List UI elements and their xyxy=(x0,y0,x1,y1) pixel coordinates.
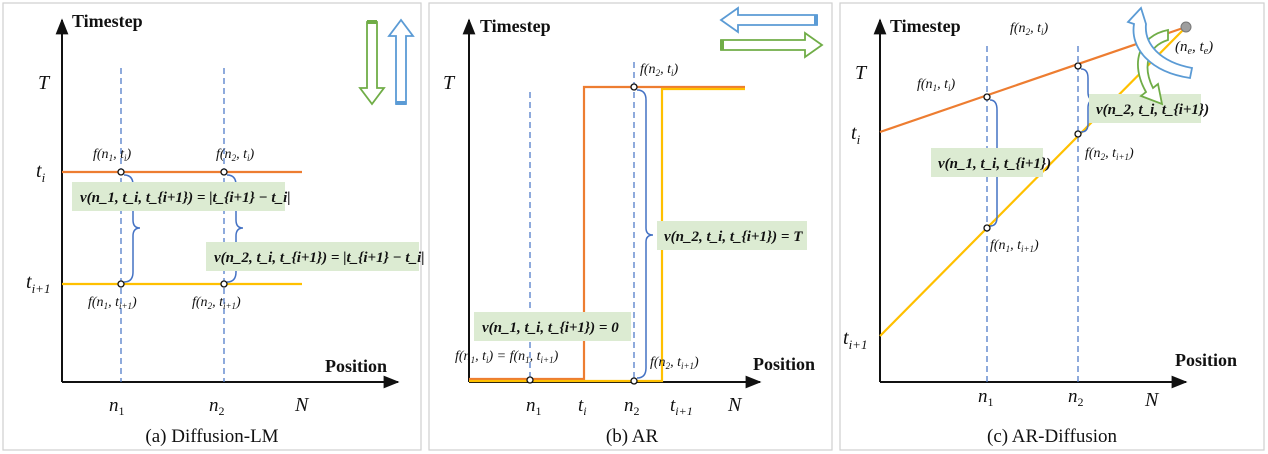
panel-c-point-n2-ti1 xyxy=(1074,130,1082,138)
panel-c-curved-blue-arrow-icon xyxy=(1126,6,1194,80)
panel-a-down-arrow-cap xyxy=(367,20,377,24)
panel-c-caption: (c) AR-Diffusion xyxy=(987,426,1117,447)
panel-c-point-n1-ti1 xyxy=(983,224,991,232)
panel-a-up-arrow-icon xyxy=(387,18,415,105)
panel-c-xlabel: Position xyxy=(1175,350,1237,370)
panel-a-eq2: v(n_2, t_i, t_{i+1}) = |t_{i+1} − t_i| xyxy=(214,250,425,266)
panel-b-caption: (b) AR xyxy=(606,426,659,447)
panel-b-point-n2-ti1 xyxy=(630,377,638,385)
panel-c-eq2-box xyxy=(1089,94,1201,123)
panel-a-point-n2-ti xyxy=(220,168,228,176)
panel-a-up-arrow-cap xyxy=(396,101,406,105)
panel-a-down-arrow-icon xyxy=(358,21,386,106)
panel-a-eq1-box xyxy=(72,182,285,211)
panel-b-point-n1 xyxy=(526,376,534,384)
panel-c: Timestep Position T ti ti+1 n1 n2 N f(n2… xyxy=(839,2,1265,451)
panel-a-xlabel: Position xyxy=(325,356,387,376)
panel-b-label-f-n2-ti: f(n2, ti) xyxy=(640,62,678,78)
panel-a-ytick-T: T xyxy=(38,72,51,94)
panel-b-ytick-T: T xyxy=(443,72,456,94)
panel-c-eq1-box xyxy=(931,148,1043,177)
panel-c-point-end xyxy=(1180,21,1192,33)
panel-c-eq2: v(n_2, t_i, t_{i+1}) xyxy=(1096,102,1209,118)
panel-c-point-n1-ti xyxy=(983,93,991,101)
panel-b-ylabel: Timestep xyxy=(480,16,551,36)
panel-a-caption: (a) Diffusion-LM xyxy=(145,426,278,447)
panel-b-left-arrow-icon xyxy=(719,6,818,34)
panel-c-line-ti xyxy=(879,25,1187,134)
panel-a-border xyxy=(2,2,422,451)
panel-b-eq1-box xyxy=(474,312,631,341)
panel-b-point-n2-ti xyxy=(630,83,638,91)
panel-b-eq2-box xyxy=(657,221,807,250)
panel-a-brace-n2 xyxy=(226,174,244,283)
panel-b-xlabel: Position xyxy=(753,354,815,374)
panel-b-eq2: v(n_2, t_i, t_{i+1}) = T xyxy=(664,229,803,245)
panel-b-right-arrow-cap xyxy=(720,40,724,50)
panel-c-label-f-n1-ti: f(n1, ti) xyxy=(917,77,955,93)
panel-a-eq1: v(n_1, t_i, t_{i+1}) = |t_{i+1} − t_i| xyxy=(80,190,291,206)
panel-a-xtick-N: N xyxy=(294,394,310,416)
panel-b-left-arrow-cap xyxy=(814,15,818,25)
panel-b-xtick-ti: ti xyxy=(578,395,587,418)
panel-c-label-f-n2-ti: f(n2, ti) xyxy=(1010,21,1048,37)
panel-a-ytick-ti: ti xyxy=(36,160,46,185)
panel-c-ytick-T: T xyxy=(855,62,868,84)
panel-c-ytick-ti: ti xyxy=(851,122,861,147)
panel-c-xtick-N: N xyxy=(1144,389,1160,411)
panel-a-brace-n1 xyxy=(123,174,141,283)
panel-c-ylabel: Timestep xyxy=(890,16,961,36)
panel-b-eq1: v(n_1, t_i, t_{i+1}) = 0 xyxy=(482,320,619,336)
panel-b-brace-n2 xyxy=(636,89,654,379)
panel-c-eq1: v(n_1, t_i, t_{i+1}) xyxy=(938,156,1051,172)
panel-a-ylabel: Timestep xyxy=(72,11,143,31)
panel-b-right-arrow-icon xyxy=(720,31,824,59)
panel-c-border xyxy=(839,2,1265,451)
panel-a-label-f-n2-ti: f(n2, ti) xyxy=(216,147,254,163)
panel-a-point-n1-ti xyxy=(117,168,125,176)
panel-b-label-f-n1-eq: f(n1, ti) = f(n1, ti+1) xyxy=(455,349,559,365)
panel-a-label-f-n1-ti: f(n1, ti) xyxy=(93,147,131,163)
panel-a-point-n1-ti1 xyxy=(117,280,125,288)
panel-c-point-n2-ti xyxy=(1074,62,1082,70)
panel-c-line-ti1 xyxy=(879,26,1187,337)
panel-c-label-ne-te: (ne, te) xyxy=(1175,39,1213,57)
panel-a-point-n2-ti1 xyxy=(220,280,228,288)
panel-a: Timestep Position T ti ti+1 n1 n2 N f(n1… xyxy=(2,2,425,451)
panel-b: Timestep Position T n1 ti n2 ti+1 N f(n2… xyxy=(428,2,833,451)
panel-a-eq2-box xyxy=(206,242,419,271)
panel-b-xtick-N: N xyxy=(727,394,743,416)
